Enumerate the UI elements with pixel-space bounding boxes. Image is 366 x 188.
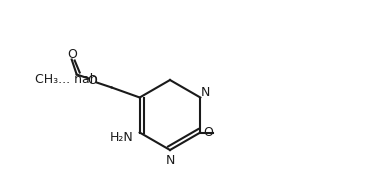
Text: N: N bbox=[201, 86, 210, 99]
Text: N: N bbox=[165, 153, 175, 167]
Text: O: O bbox=[203, 126, 213, 139]
Text: O: O bbox=[67, 48, 76, 61]
Text: H₂N: H₂N bbox=[110, 131, 134, 144]
Text: CH₃... nah: CH₃... nah bbox=[36, 73, 98, 86]
Text: O: O bbox=[87, 74, 97, 87]
